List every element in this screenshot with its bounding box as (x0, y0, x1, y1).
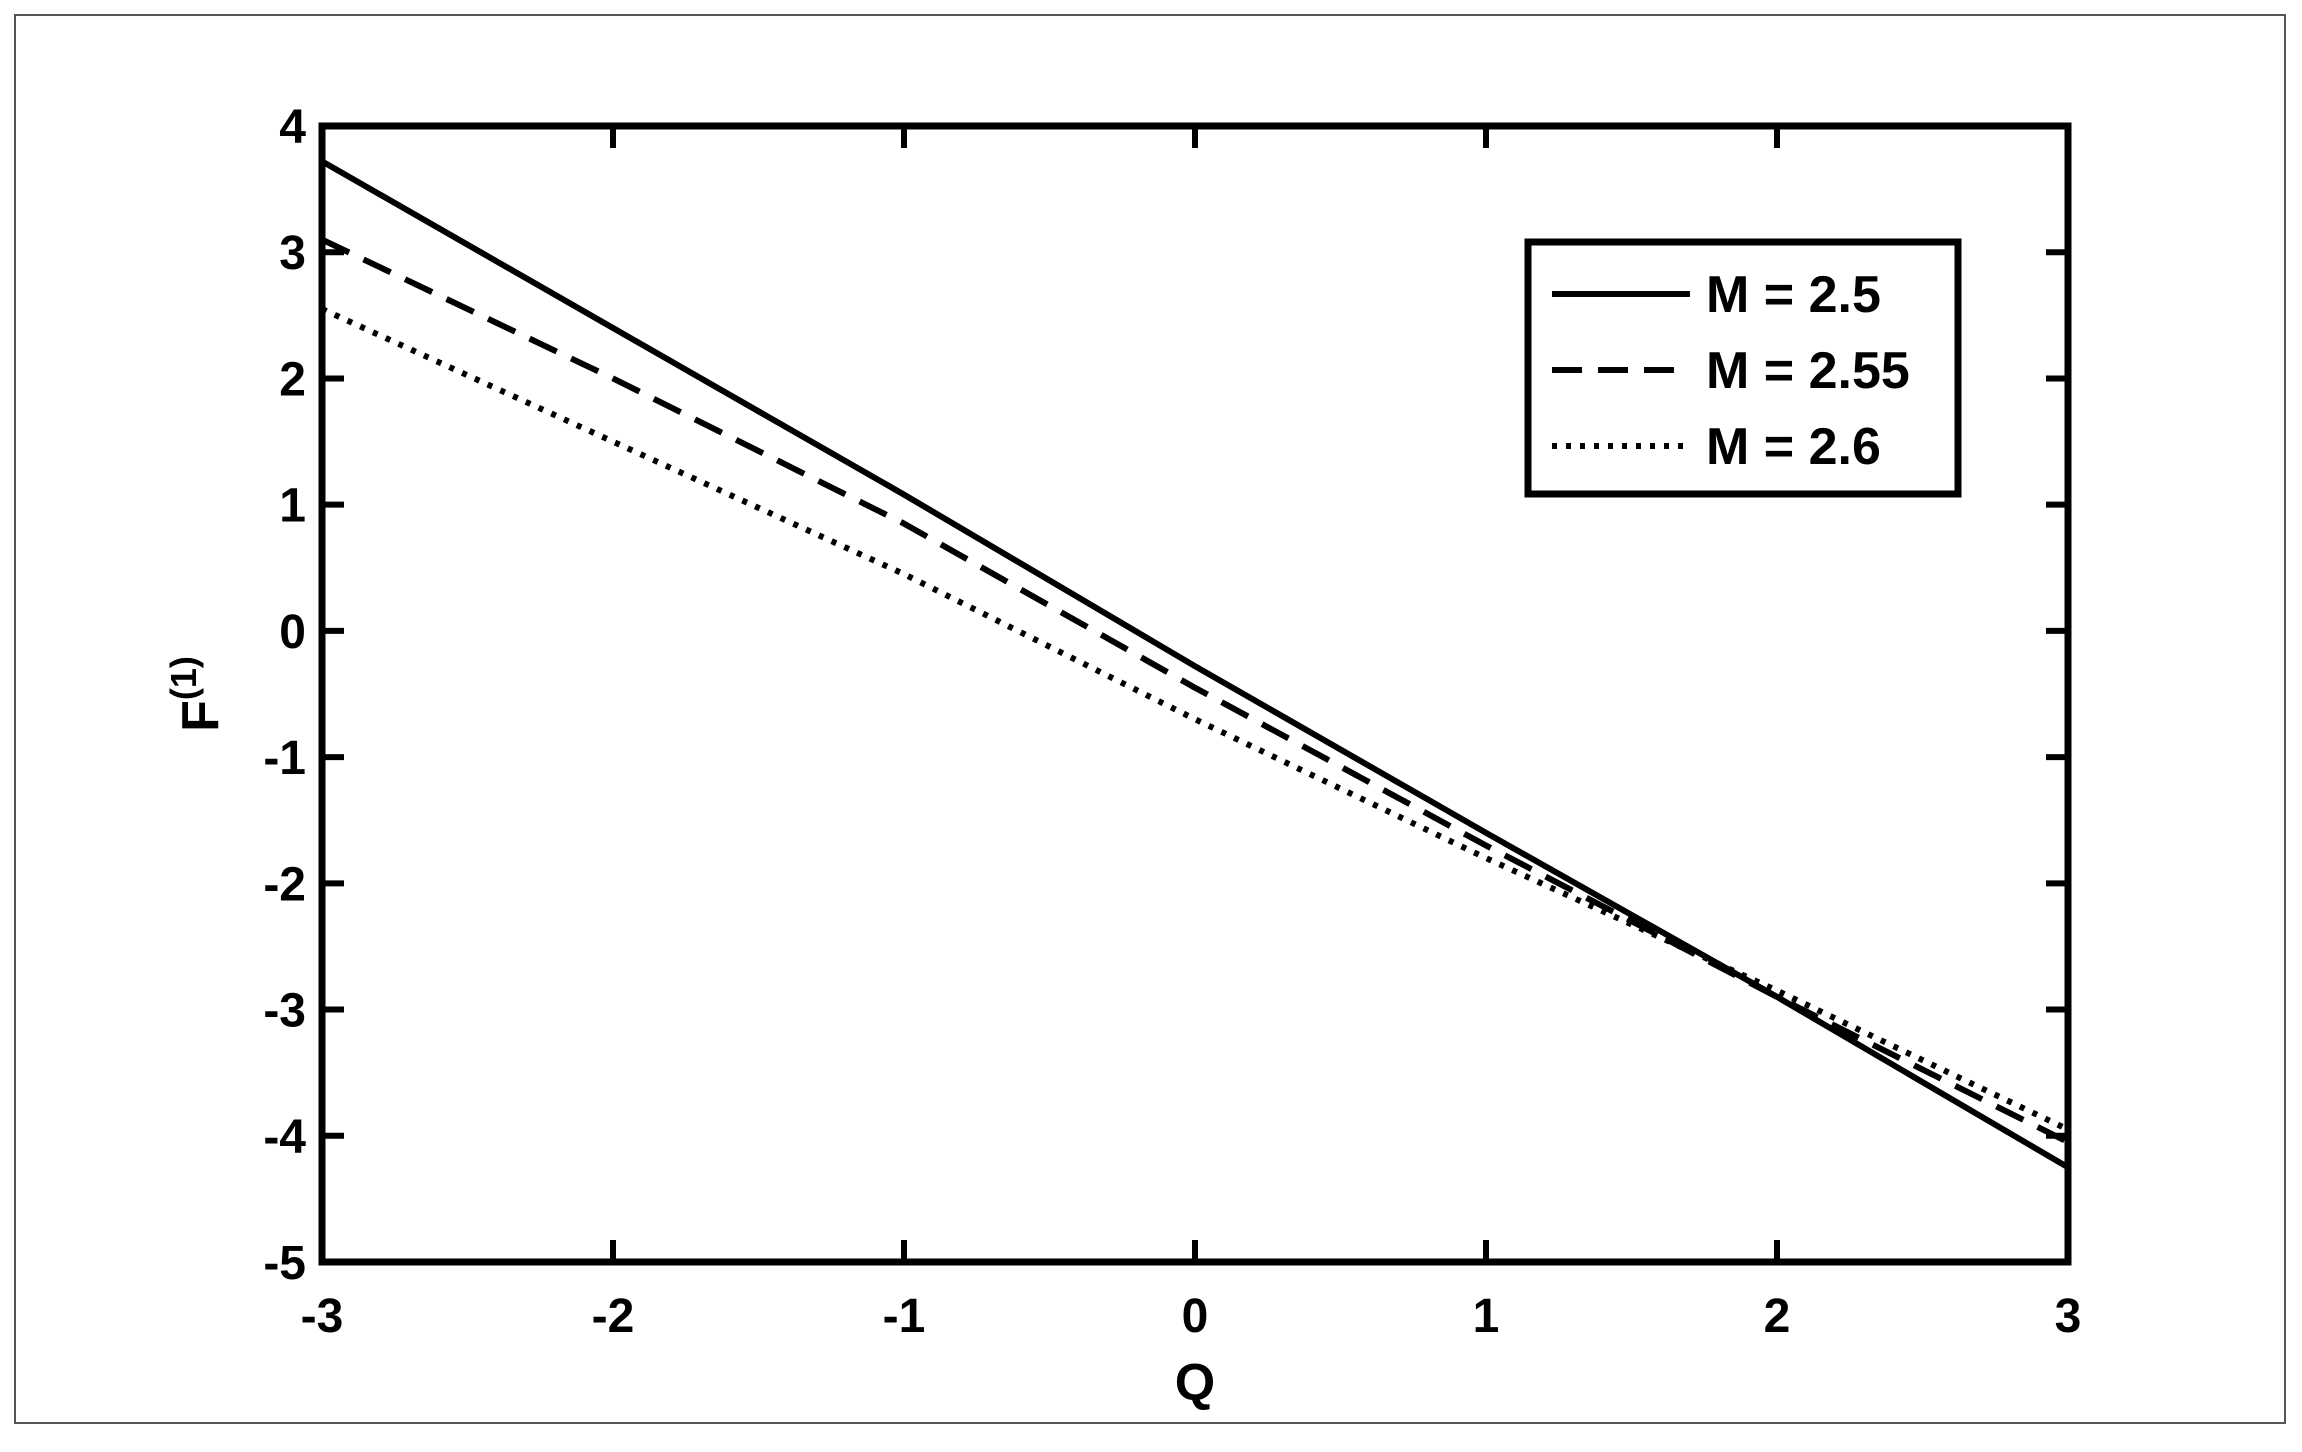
series-line-2 (320, 236, 2070, 1145)
y-axis-label-main: F (172, 700, 230, 732)
y-tick-label-4: -1 (263, 732, 306, 785)
y-tick-label-9: 4 (279, 101, 306, 154)
x-tick-label-0: -3 (301, 1290, 344, 1343)
y-tick-label-5: 0 (279, 606, 306, 659)
series-line-1 (320, 158, 2070, 1170)
legend-label-series-1: M = 2.5 (1706, 266, 1881, 324)
tick-labels: -3 -2 -1 0 1 2 3 -5 -4 -3 -2 -1 0 1 2 3 4 (263, 101, 2081, 1343)
x-tick-label-4: 1 (1473, 1290, 1500, 1343)
y-tick-label-1: -4 (263, 1111, 306, 1164)
y-tick-label-6: 1 (279, 480, 306, 533)
x-tick-label-6: 3 (2055, 1290, 2082, 1343)
y-tick-label-8: 3 (279, 227, 306, 280)
legend: M = 2.5 M = 2.55 M = 2.6 (1524, 238, 1962, 498)
svg-text:F(1): F(1) (163, 656, 230, 732)
x-tick-label-3: 0 (1182, 1290, 1209, 1343)
figure-frame (14, 14, 2286, 1424)
x-tick-label-1: -2 (592, 1290, 635, 1343)
x-tick-label-5: 2 (1764, 1290, 1791, 1343)
y-tick-label-3: -2 (263, 858, 306, 911)
plot-area-border (318, 122, 2072, 1266)
y-tick-label-7: 2 (279, 353, 306, 406)
x-tick-label-2: -1 (883, 1290, 926, 1343)
y-axis-label: F(1) (163, 656, 230, 732)
series-layer (320, 158, 2070, 1170)
y-axis-label-superscript: (1) (163, 656, 204, 700)
x-axis-label: Q (1175, 1354, 1215, 1412)
y-tick-label-0: -5 (263, 1237, 306, 1290)
y-tick-label-2: -3 (263, 985, 306, 1038)
legend-label-series-2: M = 2.55 (1706, 342, 1910, 400)
legend-label-series-3: M = 2.6 (1706, 418, 1881, 476)
